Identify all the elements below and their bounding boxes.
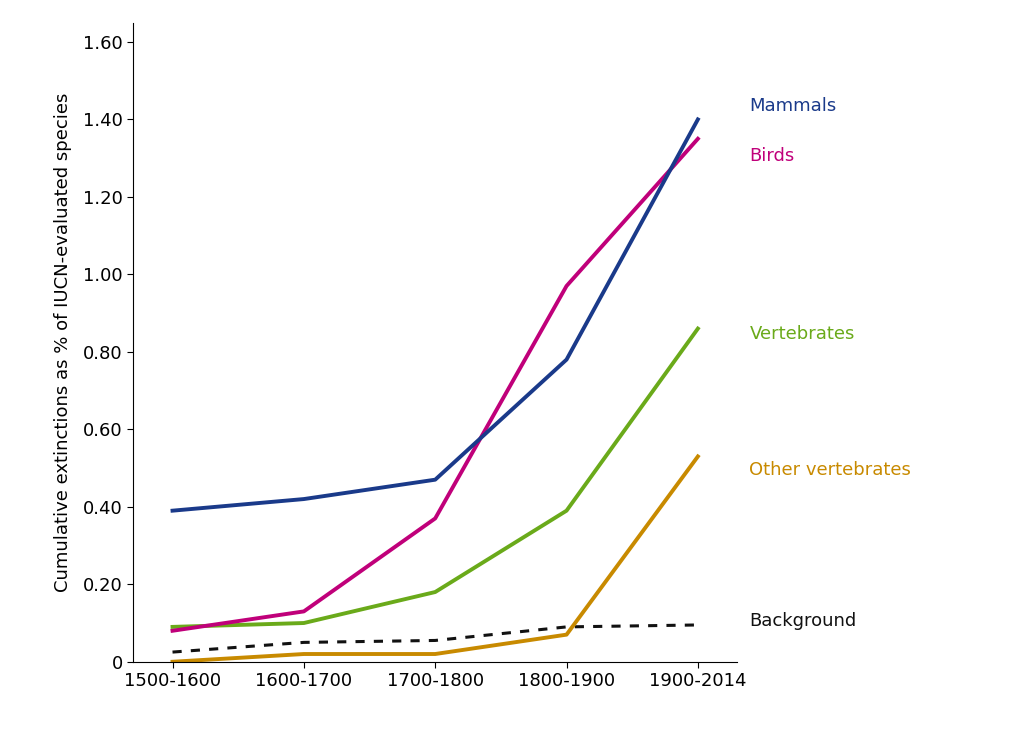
Text: Background: Background [750, 612, 857, 630]
Text: Mammals: Mammals [750, 97, 837, 115]
Text: Other vertebrates: Other vertebrates [750, 461, 911, 479]
Text: Birds: Birds [750, 147, 795, 165]
Text: Vertebrates: Vertebrates [750, 326, 855, 344]
Y-axis label: Cumulative extinctions as % of IUCN-evaluated species: Cumulative extinctions as % of IUCN-eval… [53, 92, 72, 592]
